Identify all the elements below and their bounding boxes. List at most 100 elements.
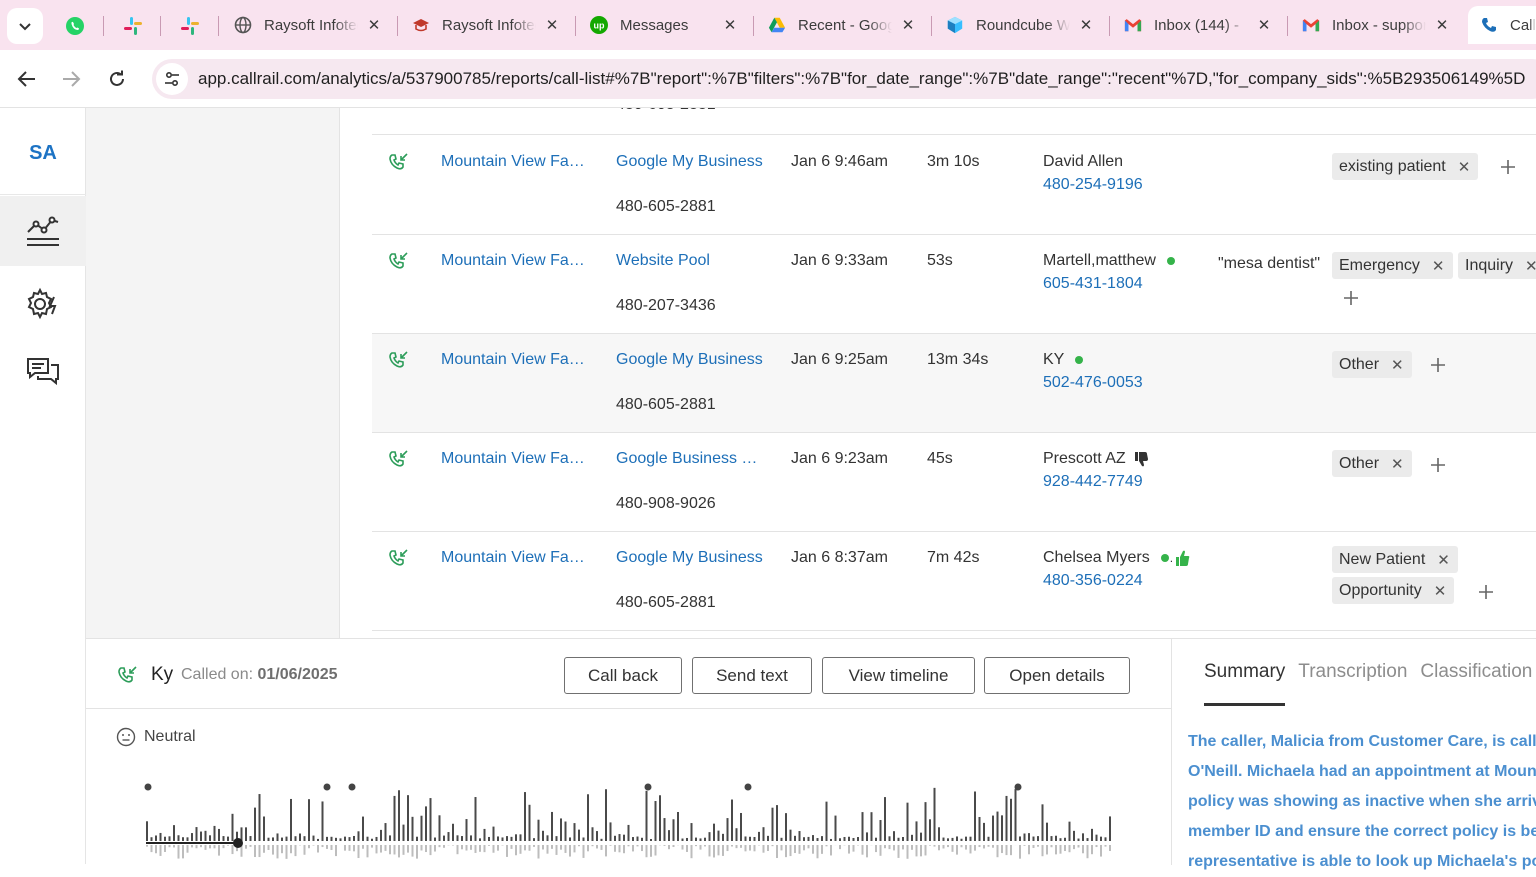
source-link[interactable]: Website Pool — [616, 252, 766, 270]
speaker-marker[interactable] — [1015, 784, 1022, 791]
caller-phone-link[interactable]: 502-476-0053 — [1043, 374, 1143, 392]
pinned-tab-whatsapp[interactable] — [55, 8, 95, 44]
browser-tab-active[interactable]: Call — [1468, 6, 1536, 44]
waveform-bar — [623, 835, 625, 841]
add-tag-button[interactable] — [1498, 157, 1518, 177]
remove-tag-icon[interactable]: ✕ — [1391, 356, 1404, 374]
thumbs-down-icon[interactable] — [1132, 450, 1150, 468]
tab-transcription[interactable]: Transcription — [1298, 661, 1407, 706]
speaker-marker[interactable] — [349, 784, 356, 791]
close-icon[interactable]: ✕ — [542, 15, 562, 35]
table-row-selected[interactable]: Mountain View Family Dental Google My Bu… — [372, 334, 1536, 433]
tab-summary[interactable]: Summary — [1204, 661, 1285, 706]
open-details-button[interactable]: Open details — [984, 657, 1130, 694]
company-link[interactable]: Mountain View Family Dental — [441, 450, 591, 468]
company-link[interactable]: Mountain View Family Dental — [441, 153, 591, 171]
speaker-marker[interactable] — [324, 784, 331, 791]
waveform-bar — [479, 838, 481, 841]
close-icon[interactable]: ✕ — [1076, 15, 1096, 35]
nav-messages[interactable] — [0, 337, 86, 407]
first-time-caller-dot — [1167, 257, 1175, 265]
browser-tab[interactable]: Recent - Google Drive ✕ — [756, 6, 926, 44]
remove-tag-icon[interactable]: ✕ — [1458, 158, 1471, 176]
playhead-handle[interactable] — [233, 838, 243, 848]
waveform-bar — [394, 845, 396, 854]
remove-tag-icon[interactable]: ✕ — [1525, 257, 1536, 275]
site-settings-icon[interactable] — [156, 63, 188, 95]
close-icon[interactable]: ✕ — [1254, 15, 1274, 35]
waveform-bar — [398, 790, 400, 841]
call-back-button[interactable]: Call back — [564, 657, 682, 694]
remove-tag-icon[interactable]: ✕ — [1437, 551, 1450, 569]
source-link[interactable]: Google Business Profile — [616, 450, 766, 468]
caller-phone-link[interactable]: 605-431-1804 — [1043, 275, 1143, 293]
nav-settings[interactable] — [0, 269, 86, 339]
company-link[interactable]: Mountain View Family Dental — [441, 351, 591, 369]
tab-search-button[interactable] — [7, 8, 43, 44]
back-button[interactable] — [10, 62, 44, 96]
inbound-call-icon — [387, 152, 409, 174]
waveform-bar — [470, 835, 472, 841]
source-link[interactable]: Google My Business — [616, 153, 766, 171]
waveform-bar — [628, 845, 630, 846]
caller-phone-link[interactable]: 928-442-7749 — [1043, 473, 1143, 491]
send-text-button[interactable]: Send text — [692, 657, 812, 694]
speaker-marker[interactable] — [645, 784, 652, 791]
add-tag-button[interactable] — [1428, 355, 1448, 375]
add-tag-button[interactable] — [1476, 582, 1496, 602]
waveform-bar — [1006, 845, 1008, 855]
waveform-bar — [902, 845, 904, 849]
roundcube-icon — [946, 15, 964, 35]
remove-tag-icon[interactable]: ✕ — [1434, 582, 1447, 600]
forward-button[interactable] — [54, 62, 88, 96]
speaker-marker[interactable] — [145, 784, 152, 791]
reload-button[interactable] — [100, 62, 134, 96]
close-icon[interactable]: ✕ — [720, 15, 740, 35]
waveform-bar — [556, 836, 558, 841]
audio-waveform[interactable] — [141, 779, 1121, 865]
browser-tab[interactable]: Roundcube Webmail ✕ — [934, 6, 1104, 44]
pinned-tab-slack-1[interactable] — [113, 8, 153, 44]
browser-tab[interactable]: up Messages ✕ — [578, 6, 748, 44]
add-tag-button[interactable] — [1341, 288, 1361, 308]
browser-tab[interactable]: Inbox (144) - ✕ — [1112, 6, 1282, 44]
close-icon[interactable]: ✕ — [364, 15, 384, 35]
table-row[interactable]: Mountain View Family Dental Google My Bu… — [372, 136, 1536, 235]
company-link[interactable]: Mountain View Family Dental — [441, 252, 591, 270]
url-bar[interactable]: app.callrail.com/analytics/a/537900785/r… — [152, 59, 1536, 99]
waveform-bar — [209, 845, 211, 848]
table-row[interactable]: Mountain View Family Dental Google Busin… — [372, 433, 1536, 532]
browser-tab[interactable]: Raysoft Infotech ✕ — [400, 6, 570, 44]
close-icon[interactable]: ✕ — [1432, 15, 1452, 35]
waveform-bar — [673, 845, 675, 847]
close-icon[interactable]: ✕ — [898, 15, 918, 35]
account-initials[interactable]: SA — [0, 142, 86, 165]
waveform-bar — [398, 845, 400, 857]
view-timeline-button[interactable]: View timeline — [822, 657, 975, 694]
waveform-bar — [484, 829, 486, 841]
speaker-marker[interactable] — [745, 784, 752, 791]
waveform-bar — [277, 833, 279, 841]
waveform-bar — [664, 845, 666, 846]
remove-tag-icon[interactable]: ✕ — [1432, 257, 1445, 275]
table-row[interactable]: Mountain View Family Dental Website Pool… — [372, 235, 1536, 334]
caller-phone-link[interactable]: 480-254-9196 — [1043, 176, 1143, 194]
waveform-bar — [817, 845, 819, 858]
company-link[interactable]: Mountain View Family Dental — [441, 549, 591, 567]
source-link[interactable]: Google My Business — [616, 549, 766, 567]
add-tag-button[interactable] — [1428, 455, 1448, 475]
waveform-bar — [169, 836, 171, 841]
pinned-tab-slack-2[interactable] — [170, 8, 210, 44]
browser-tab[interactable]: Raysoft Infotech ✕ — [222, 6, 392, 44]
caller-phone-link[interactable]: 480-356-0224 — [1043, 572, 1143, 590]
waveform-bar — [1028, 833, 1030, 841]
table-row[interactable]: Mountain View Family Dental Google My Bu… — [372, 532, 1536, 631]
tab-classification[interactable]: Classification — [1420, 661, 1532, 706]
waveform-bar — [421, 816, 423, 841]
remove-tag-icon[interactable]: ✕ — [1391, 455, 1404, 473]
source-link[interactable]: Google My Business — [616, 351, 766, 369]
nav-analytics[interactable] — [0, 196, 86, 266]
table-row: 480-605-2881 — [372, 108, 1536, 135]
browser-tab[interactable]: Inbox - support ✕ — [1290, 6, 1460, 44]
thumbs-up-icon[interactable] — [1174, 549, 1190, 567]
